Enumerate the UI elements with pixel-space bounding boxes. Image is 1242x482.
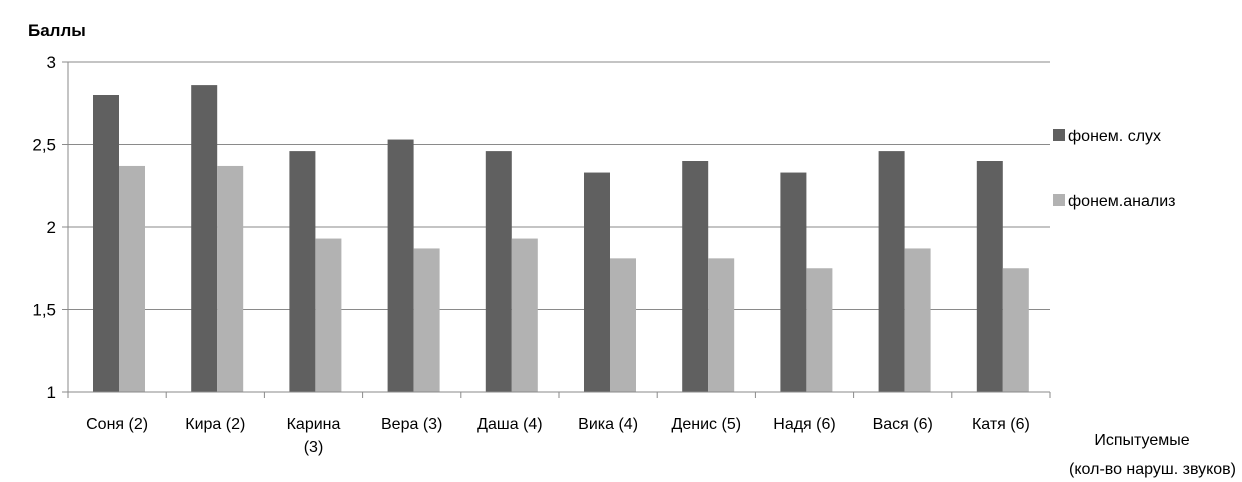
legend-swatch	[1053, 194, 1065, 206]
bar-phonemic-analysis	[708, 258, 735, 392]
bar-phonemic-hearing	[584, 172, 610, 392]
bar-phonemic-analysis	[315, 238, 342, 392]
x-category-label: Даша (4)	[477, 416, 542, 433]
y-axis-label: Баллы	[28, 21, 86, 40]
bar-phonemic-hearing	[976, 161, 1003, 392]
bar-phonemic-analysis	[904, 248, 931, 392]
y-tick-label: 2,5	[32, 136, 56, 155]
x-category-label: Вера (3)	[381, 416, 442, 433]
bar-phonemic-hearing	[289, 151, 316, 392]
x-category-label: Кира (2)	[185, 416, 245, 433]
x-category-label: Вася (6)	[873, 416, 933, 433]
x-category-label: Соня (2)	[86, 416, 148, 433]
x-category-label: Денис (5)	[672, 416, 742, 433]
bar-phonemic-analysis	[119, 165, 145, 392]
bar-phonemic-hearing	[387, 139, 414, 392]
bar-phonemic-analysis	[413, 248, 440, 392]
x-axis-label-line: (кол-во наруш. звуков)	[1069, 461, 1236, 478]
bar-phonemic-analysis	[511, 238, 538, 392]
legend: фонем. слух фонем.анализ	[1053, 128, 1175, 210]
x-axis-label-line: Испытуемые	[1094, 432, 1189, 449]
bar-phonemic-analysis	[806, 268, 833, 392]
bar-phonemic-hearing	[485, 151, 512, 392]
bar-phonemic-hearing	[191, 85, 218, 392]
legend-label: фонем.анализ	[1068, 193, 1175, 210]
x-category-label: (3)	[304, 439, 324, 456]
y-tick-label: 2	[47, 218, 56, 237]
bars	[93, 85, 1029, 392]
legend-swatch	[1053, 129, 1065, 141]
x-axis-label: Испытуемые (кол-во наруш. звуков)	[1069, 432, 1236, 478]
bar-phonemic-analysis	[217, 165, 244, 392]
x-category-label: Вика (4)	[578, 416, 638, 433]
legend-label: фонем. слух	[1068, 128, 1161, 145]
axes	[67, 62, 1051, 398]
x-category-label: Карина	[287, 416, 341, 433]
y-tick-labels: 1 1,5 2 2,5 3	[32, 53, 56, 402]
bar-phonemic-analysis	[1002, 268, 1029, 392]
bar-phonemic-hearing	[682, 161, 709, 392]
x-category-label: Надя (6)	[773, 416, 835, 433]
y-tick-label: 1,5	[32, 301, 56, 320]
bar-phonemic-hearing	[780, 172, 807, 392]
bar-phonemic-analysis	[610, 258, 636, 392]
bar-phonemic-hearing	[878, 151, 905, 392]
x-category-labels: Соня (2) Кира (2) Карина (3) Вера (3) Даша (4…	[86, 416, 1030, 456]
x-category-label: Катя (6)	[972, 416, 1030, 433]
bar-phonemic-hearing	[93, 95, 119, 392]
y-tick-label: 1	[47, 383, 56, 402]
y-tick-label: 3	[47, 53, 56, 72]
